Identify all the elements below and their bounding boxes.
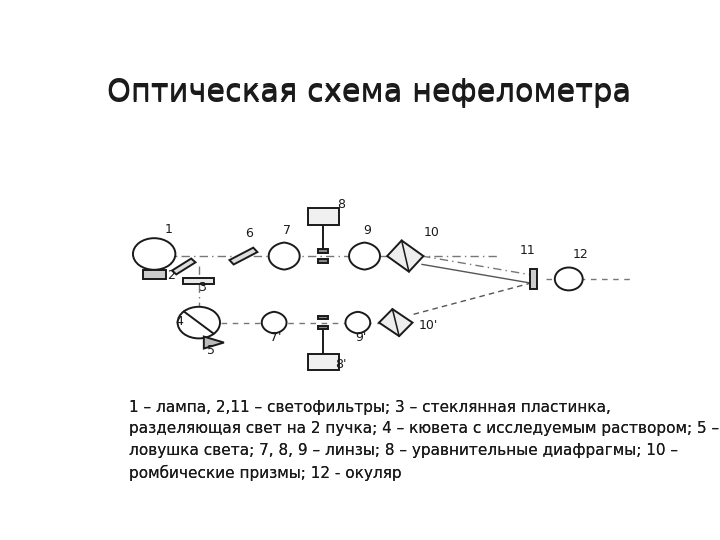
- Text: 10: 10: [424, 226, 440, 239]
- Text: Оптическая схема нефелометра: Оптическая схема нефелометра: [107, 79, 631, 109]
- Polygon shape: [262, 312, 287, 333]
- Polygon shape: [379, 309, 413, 336]
- Text: 6: 6: [245, 227, 253, 240]
- Bar: [318, 259, 328, 263]
- Bar: [308, 208, 338, 225]
- Ellipse shape: [133, 238, 176, 270]
- Text: 3: 3: [198, 281, 205, 294]
- Text: 7': 7': [269, 332, 281, 345]
- Text: 11: 11: [520, 244, 536, 257]
- Text: 7: 7: [283, 225, 291, 238]
- Text: 8': 8': [336, 357, 347, 370]
- Text: 8: 8: [337, 198, 345, 211]
- Text: 12: 12: [573, 248, 589, 261]
- Text: 5: 5: [207, 344, 215, 357]
- Polygon shape: [387, 240, 423, 272]
- Text: 9': 9': [355, 332, 366, 345]
- Bar: [530, 268, 537, 289]
- Polygon shape: [172, 259, 196, 274]
- Polygon shape: [230, 248, 258, 265]
- Text: 2: 2: [168, 269, 176, 282]
- Text: 1 – лампа, 2,11 – светофильтры; 3 – стеклянная пластинка,
разделяющая свет на 2 : 1 – лампа, 2,11 – светофильтры; 3 – стек…: [129, 400, 719, 481]
- Bar: [143, 270, 166, 279]
- Bar: [318, 249, 328, 253]
- Ellipse shape: [178, 307, 220, 339]
- Polygon shape: [349, 242, 380, 269]
- Polygon shape: [346, 312, 370, 333]
- Bar: [318, 326, 328, 329]
- Text: 10': 10': [418, 319, 438, 332]
- Bar: [184, 278, 214, 284]
- Text: 4: 4: [176, 315, 184, 328]
- Polygon shape: [204, 336, 224, 348]
- Text: 9: 9: [364, 225, 372, 238]
- Polygon shape: [269, 242, 300, 269]
- Text: 1: 1: [164, 223, 172, 236]
- Text: 1 – лампа, 2,11 – светофильтры; 3 – стеклянная пластинка,
разделяющая свет на 2 : 1 – лампа, 2,11 – светофильтры; 3 – стек…: [129, 400, 719, 481]
- Bar: [308, 354, 338, 370]
- Text: Оптическая схема нефелометра: Оптическая схема нефелометра: [107, 77, 631, 106]
- Bar: [318, 316, 328, 319]
- Ellipse shape: [555, 267, 582, 291]
